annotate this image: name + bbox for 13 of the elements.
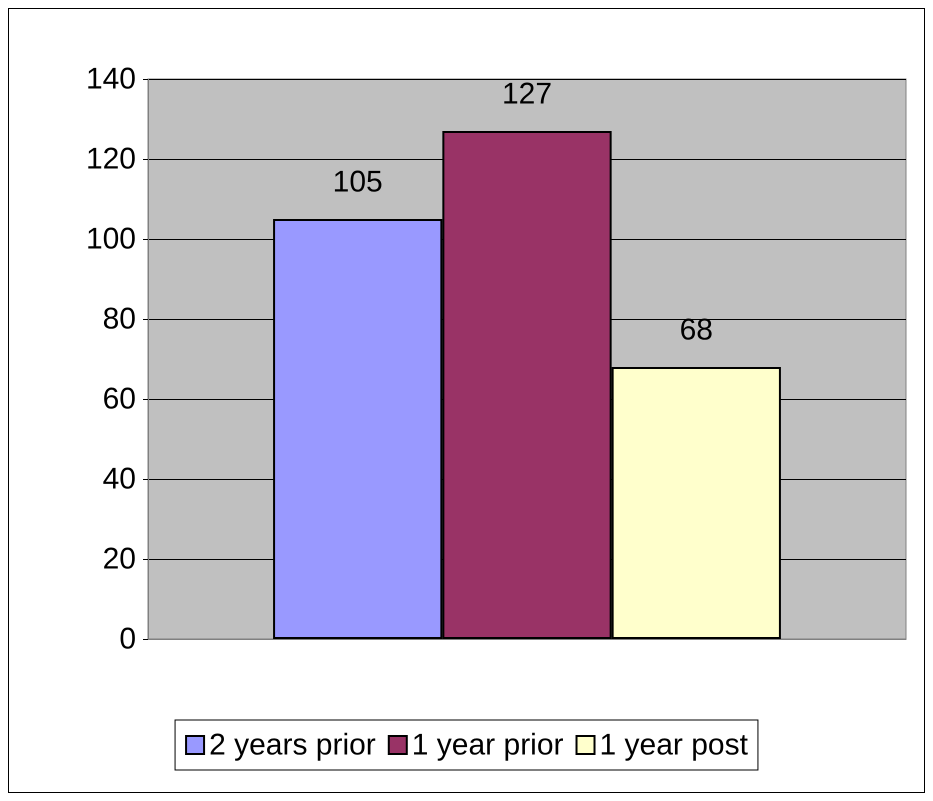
y-tick-label: 140 [86, 62, 136, 96]
data-label: 127 [502, 78, 552, 110]
legend-label: 2 years prior [209, 728, 376, 762]
y-tick-label: 100 [86, 222, 136, 256]
y-tick-label: 80 [102, 302, 136, 336]
legend-label: 1 year prior [412, 728, 564, 762]
y-tick-label: 0 [119, 622, 136, 656]
y-tick-label: 120 [86, 142, 136, 176]
data-label: 105 [332, 166, 383, 198]
y-tick-label: 60 [102, 382, 136, 416]
y-tick-label: 40 [102, 462, 136, 496]
y-tick-label: 20 [102, 542, 136, 576]
legend-label: 1 year post [600, 728, 749, 762]
